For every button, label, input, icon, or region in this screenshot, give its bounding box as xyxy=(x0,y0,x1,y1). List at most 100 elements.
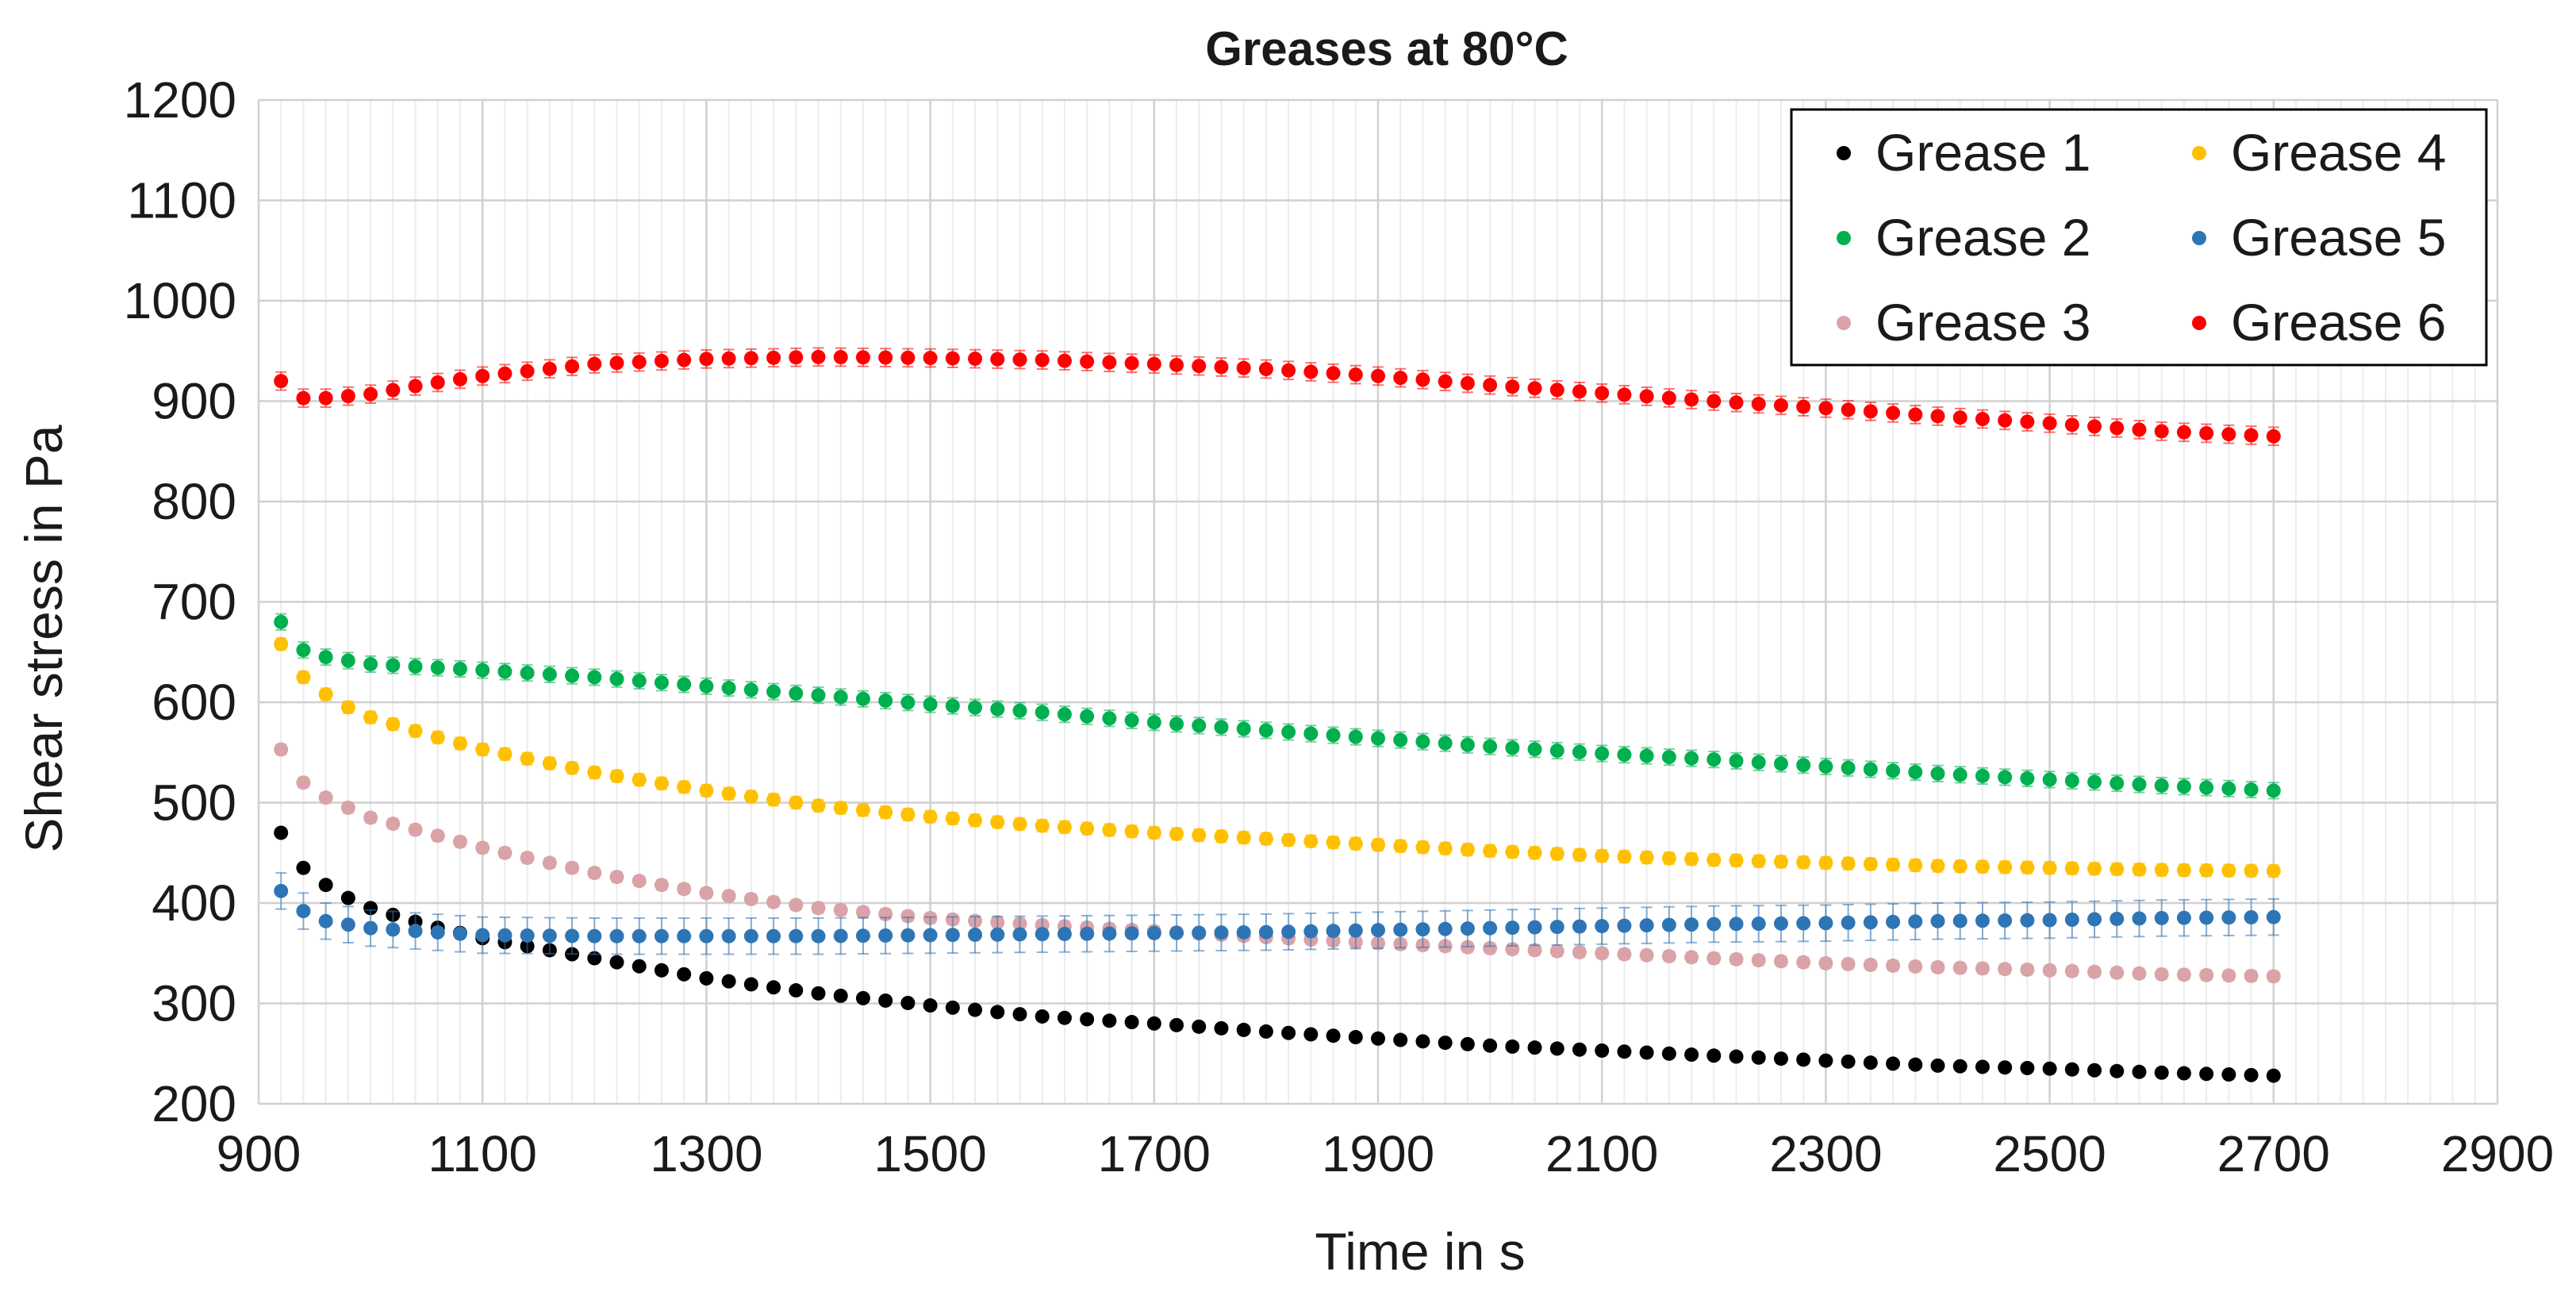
y-tick-label: 400 xyxy=(152,874,236,932)
data-point xyxy=(677,352,692,367)
data-point xyxy=(878,928,893,943)
data-point xyxy=(1729,1049,1744,1064)
data-point xyxy=(2042,772,2057,787)
data-point xyxy=(923,351,938,366)
data-point xyxy=(1281,724,1296,740)
data-point xyxy=(2221,910,2236,925)
data-point xyxy=(1527,920,1542,935)
data-point xyxy=(677,677,692,692)
legend-marker xyxy=(2192,231,2206,245)
data-point xyxy=(1371,1031,1385,1046)
data-point xyxy=(1258,832,1273,847)
data-point xyxy=(408,659,423,674)
data-point xyxy=(318,686,333,701)
data-point xyxy=(2154,1065,2169,1080)
data-point xyxy=(1415,734,1430,749)
data-point xyxy=(855,990,870,1005)
data-point xyxy=(2199,910,2214,925)
data-point xyxy=(520,363,535,379)
data-point xyxy=(1595,946,1610,961)
data-point xyxy=(1952,913,1968,928)
data-point xyxy=(340,389,355,404)
data-point xyxy=(1796,758,1811,773)
data-point xyxy=(878,350,893,365)
data-point xyxy=(1192,1019,1207,1034)
data-point xyxy=(2244,968,2259,983)
data-point xyxy=(811,928,826,944)
data-point xyxy=(1975,913,1990,928)
data-point xyxy=(475,368,490,383)
data-point xyxy=(452,736,467,751)
data-point xyxy=(386,382,401,398)
data-point xyxy=(2154,424,2169,439)
data-point xyxy=(408,822,423,837)
data-point xyxy=(1773,916,1788,931)
data-point xyxy=(542,928,557,944)
data-point xyxy=(1326,1028,1341,1043)
data-point xyxy=(542,855,557,870)
data-point xyxy=(1706,1048,1722,1063)
x-tick-label: 2500 xyxy=(1993,1125,2106,1182)
y-tick-label: 700 xyxy=(152,574,236,631)
data-point xyxy=(475,742,490,757)
data-point xyxy=(833,690,848,705)
data-point xyxy=(654,963,669,978)
data-point xyxy=(677,928,692,944)
data-point xyxy=(1841,402,1856,417)
data-point xyxy=(1236,830,1251,845)
data-point xyxy=(1415,922,1430,937)
data-point xyxy=(1908,858,1923,873)
data-point xyxy=(1460,737,1475,752)
data-point xyxy=(1818,1053,1833,1068)
axes: 900 1100 1300 1500 1700 1900 2100 2300 2500 2700 2… xyxy=(124,71,2555,1182)
data-point xyxy=(1549,847,1564,862)
data-point xyxy=(2132,777,2147,792)
data-point xyxy=(2064,1062,2079,1077)
data-point xyxy=(430,375,445,390)
data-point xyxy=(2221,781,2236,796)
data-point xyxy=(2110,775,2125,790)
data-point xyxy=(452,834,467,849)
data-point xyxy=(274,374,289,389)
data-point xyxy=(2221,1067,2236,1082)
data-point xyxy=(408,379,423,394)
data-point xyxy=(1706,752,1722,767)
data-point xyxy=(1639,947,1654,963)
data-point xyxy=(1595,746,1610,761)
data-point xyxy=(1751,917,1766,932)
data-point xyxy=(565,668,580,683)
data-point xyxy=(632,928,647,944)
data-point xyxy=(1998,1060,2013,1075)
data-point xyxy=(2087,774,2102,790)
data-point xyxy=(721,889,736,904)
data-point xyxy=(2020,414,2035,429)
data-point xyxy=(1438,921,1453,936)
data-point xyxy=(1527,742,1542,757)
data-point xyxy=(1595,919,1610,934)
data-point xyxy=(386,922,401,937)
data-point xyxy=(2020,962,2035,977)
legend-marker xyxy=(1837,316,1851,330)
data-point xyxy=(1415,1034,1430,1049)
data-point xyxy=(2132,911,2147,926)
data-point xyxy=(2064,861,2079,876)
y-tick-label: 600 xyxy=(152,674,236,731)
data-point xyxy=(1639,389,1654,404)
data-point xyxy=(1773,1051,1788,1066)
data-point xyxy=(699,970,714,986)
data-point xyxy=(565,760,580,775)
data-point xyxy=(1595,386,1610,401)
data-point xyxy=(2154,910,2169,925)
data-point xyxy=(2199,425,2214,440)
data-point xyxy=(318,878,333,893)
legend-label: Grease 3 xyxy=(1875,293,2090,352)
data-point xyxy=(654,928,669,944)
data-point xyxy=(1527,943,1542,958)
data-point xyxy=(497,928,513,943)
data-point xyxy=(1998,770,2013,785)
data-point xyxy=(1080,1012,1095,1027)
data-point xyxy=(565,928,580,944)
data-point xyxy=(1303,924,1319,939)
data-point xyxy=(900,909,916,924)
